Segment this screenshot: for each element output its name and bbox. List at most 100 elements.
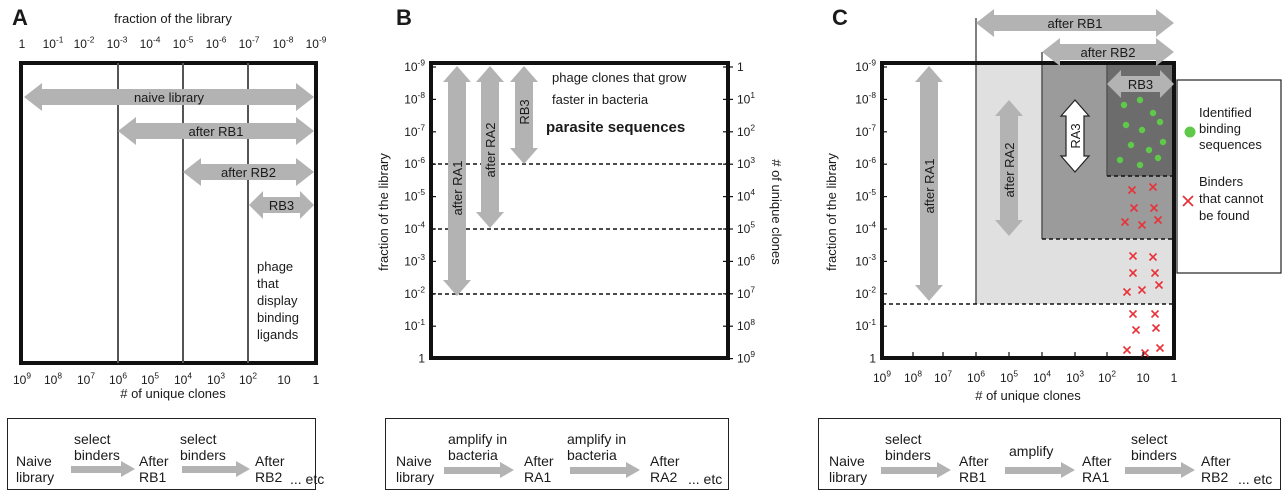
panel-c-left-axis-label: fraction of the library bbox=[824, 153, 839, 271]
identified-dot-5 bbox=[1156, 118, 1164, 126]
panel-b-letter: B bbox=[396, 5, 412, 30]
a-bottom-tick-2-text: 107 bbox=[77, 371, 95, 387]
a-bottom-tick-5-text: 104 bbox=[174, 371, 192, 387]
missing-cross-13 bbox=[1154, 280, 1164, 290]
a-top-tick-1-exp: -1 bbox=[56, 35, 64, 45]
flow-a-naive-library: Naive library bbox=[16, 453, 55, 485]
flow-b-naive-library: Naive library bbox=[396, 453, 435, 485]
arrow-after-ra1-shape bbox=[443, 66, 471, 296]
arrow-c-after-ra1: after RA1 bbox=[915, 66, 943, 301]
panel-c-missing-crosses bbox=[1120, 182, 1165, 358]
identified-dot-3 bbox=[1122, 121, 1130, 129]
legend-missing-line-1: that cannot bbox=[1199, 191, 1264, 206]
c-bottom-tick-2: 107 bbox=[934, 369, 952, 385]
a-bottom-tick-1: 108 bbox=[44, 371, 62, 387]
a-note-line-2: display bbox=[257, 293, 298, 308]
legend-found-line-2: sequences bbox=[1199, 137, 1262, 152]
missing-cross-15 bbox=[1150, 309, 1160, 319]
c-bottom-tick-6-text: 103 bbox=[1066, 369, 1084, 385]
missing-cross-12 bbox=[1137, 285, 1147, 295]
a-top-tick-4: 10-4 bbox=[140, 35, 161, 51]
c-left-tick-9-base: 1 bbox=[869, 352, 876, 366]
b-right-tick-8-text: 108 bbox=[737, 317, 755, 333]
c-left-tick-0-base: 10 bbox=[855, 60, 869, 74]
c-left-tick-6-base: 10 bbox=[855, 254, 869, 268]
b-left-tick-5-base: 10 bbox=[404, 222, 418, 236]
missing-cross-6 bbox=[1153, 215, 1163, 225]
c-bottom-tick-1-base: 10 bbox=[904, 371, 918, 385]
c-left-tick-1-base: 10 bbox=[855, 92, 869, 106]
missing-cross-14 bbox=[1128, 309, 1138, 319]
c-left-tick-8-text: 10-1 bbox=[855, 317, 876, 333]
a-note-line-1: that bbox=[257, 276, 279, 291]
missing-cross-18 bbox=[1122, 345, 1132, 355]
a-bottom-tick-0-exp: 9 bbox=[26, 371, 31, 381]
c-bottom-tick-2-text: 107 bbox=[934, 369, 952, 385]
c-left-tick-8: 10-1 bbox=[855, 317, 876, 333]
a-top-tick-5-exp: -5 bbox=[186, 35, 194, 45]
b-right-tick-6-text: 106 bbox=[737, 252, 755, 268]
legend-missing-line-2: be found bbox=[1199, 208, 1250, 223]
arrow-c-rb3-label: RB3 bbox=[1128, 77, 1153, 92]
c-bottom-tick-8: 10 bbox=[1136, 371, 1150, 385]
missing-cross-3 bbox=[1149, 203, 1159, 213]
b-left-tick-7-text: 10-2 bbox=[404, 284, 425, 300]
a-top-tick-1: 10-1 bbox=[43, 35, 64, 51]
b-right-tick-7-text: 107 bbox=[737, 284, 755, 300]
a-bottom-tick-9-text: 1 bbox=[313, 373, 320, 387]
c-bottom-tick-4-base: 10 bbox=[1000, 371, 1014, 385]
c-left-tick-2-base: 10 bbox=[855, 125, 869, 139]
a-top-tick-7-text: 10-7 bbox=[239, 35, 260, 51]
a-bottom-tick-7-base: 10 bbox=[239, 373, 253, 387]
a-bottom-tick-5-base: 10 bbox=[174, 373, 188, 387]
c-left-tick-8-base: 10 bbox=[855, 319, 869, 333]
a-bottom-tick-9: 1 bbox=[313, 373, 320, 387]
a-bottom-tick-9-base: 1 bbox=[313, 373, 320, 387]
c-bottom-tick-4-exp: 5 bbox=[1013, 369, 1018, 379]
b-right-tick-1-text: 101 bbox=[737, 90, 755, 106]
panel-a-top-ticks: 1 10-1 10-2 10-3 10-4 10-5 10-6 10-7 10-8 10-9 bbox=[19, 35, 327, 51]
c-bottom-tick-0-text: 109 bbox=[873, 369, 891, 385]
arrow-c-after-rb1: after RB1 bbox=[976, 9, 1174, 37]
a-bottom-tick-0: 109 bbox=[13, 371, 31, 387]
c-bottom-tick-9-text: 1 bbox=[1171, 371, 1178, 385]
b-left-tick-7: 10-2 bbox=[404, 284, 425, 300]
a-bottom-tick-2-exp: 7 bbox=[90, 371, 95, 381]
c-left-tick-7-exp: -2 bbox=[869, 284, 877, 294]
c-left-tick-5-base: 10 bbox=[855, 222, 869, 236]
c-bottom-tick-1: 108 bbox=[904, 369, 922, 385]
c-bottom-tick-0-base: 10 bbox=[873, 371, 887, 385]
a-top-tick-9-text: 10-9 bbox=[306, 35, 327, 51]
a-bottom-tick-3-text: 106 bbox=[109, 371, 127, 387]
arrow-c-after-ra1-shape bbox=[915, 66, 943, 301]
panel-b-note: phage clones that grow faster in bacteria… bbox=[546, 70, 687, 136]
c-left-tick-4-base: 10 bbox=[855, 190, 869, 204]
missing-cross-1 bbox=[1148, 182, 1158, 192]
b-right-tick-0: 1 bbox=[737, 60, 744, 74]
flow-a-select-binders-1-arrow bbox=[71, 461, 135, 477]
a-top-tick-6: 10-6 bbox=[206, 35, 227, 51]
b-right-tick-7: 107 bbox=[737, 284, 755, 300]
a-bottom-tick-4-base: 10 bbox=[141, 373, 155, 387]
a-bottom-tick-6-base: 10 bbox=[207, 373, 221, 387]
flow-diagram-a: Naive library select binders After RB1 sele… bbox=[7, 418, 324, 490]
panel-a-arrows: naive library after RB1 after RB2 RB3 bbox=[24, 83, 314, 219]
legend-box bbox=[1176, 79, 1282, 274]
a-bottom-tick-2-base: 10 bbox=[77, 373, 91, 387]
c-left-tick-7: 10-2 bbox=[855, 284, 876, 300]
c-bottom-tick-3: 106 bbox=[967, 369, 985, 385]
b-right-tick-3: 103 bbox=[737, 155, 755, 171]
panel-c-left-ticks: 10-910-810-710-610-510-410-310-210-11 bbox=[855, 58, 887, 366]
flow-a-select-binders-1: select binders bbox=[74, 431, 120, 463]
flow-c-etc: ... etc bbox=[1238, 471, 1273, 487]
flow-c-select-binders-1-arrow bbox=[881, 462, 951, 478]
missing-cross-11 bbox=[1122, 287, 1132, 297]
arrow-after-ra1: after RA1 bbox=[443, 66, 471, 296]
flow-c-select-binders-2-arrow bbox=[1125, 462, 1195, 478]
c-bottom-tick-4-text: 105 bbox=[1000, 369, 1018, 385]
b-right-tick-9-exp: 9 bbox=[750, 349, 755, 359]
b-right-tick-7-exp: 7 bbox=[750, 284, 755, 294]
a-top-tick-2-text: 10-2 bbox=[74, 35, 95, 51]
